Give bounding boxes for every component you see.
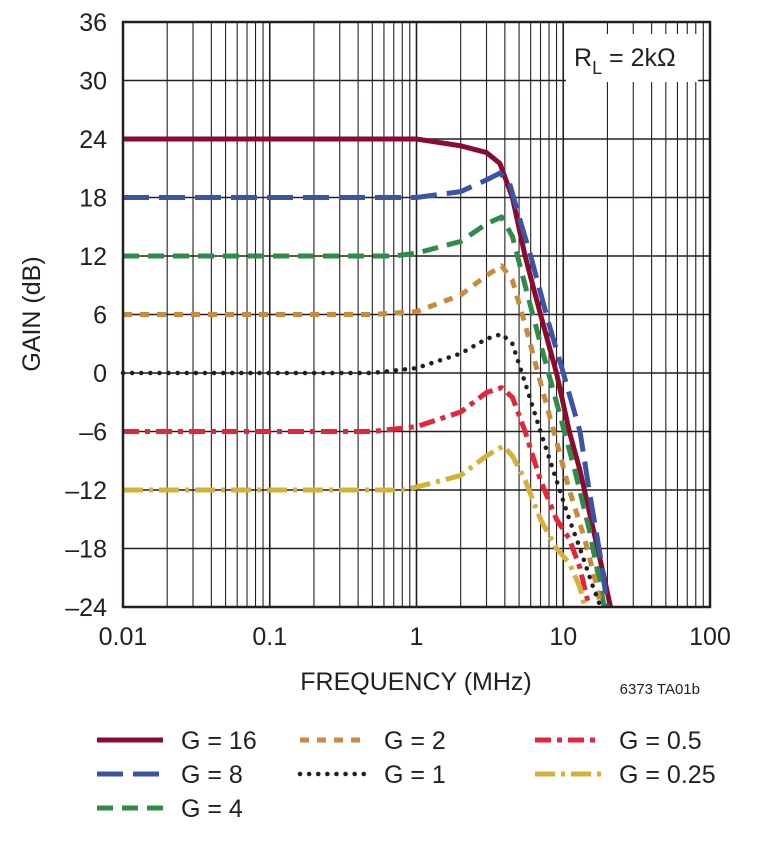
y-axis-label: GAIN (dB) [18,256,46,371]
curves [120,136,613,610]
series-line-8 [123,170,610,608]
annotation-main: R [574,44,592,72]
x-tick-label: 0.01 [99,623,148,651]
series-line-1 [120,331,603,610]
series-line-4 [123,214,607,608]
x-tick-label: 100 [689,623,731,651]
plot-frame [121,20,712,609]
y-tick-label: 30 [79,68,107,96]
y-tick-label: 36 [79,9,107,37]
x-tick-label: 1 [410,623,424,651]
legend-label: G = 0.5 [619,727,702,755]
legend-label: G = 0.25 [619,761,716,789]
y-tick-label: 18 [79,185,107,213]
y-tick-label: 6 [93,302,107,330]
legend-label: G = 4 [181,795,243,823]
y-tick-label: 12 [79,243,107,271]
y-tick-label: –6 [79,419,107,447]
legend-label: G = 8 [181,761,243,789]
legend-label: G = 1 [384,761,446,789]
series-line-0-5 [123,385,592,608]
x-axis-label: FREQUENCY (MHz) [300,668,531,696]
y-tick-label: –24 [65,594,107,622]
y-tick-label: 24 [79,126,107,154]
x-tick-label: 0.1 [252,623,287,651]
footnote: 6373 TA01b [620,681,700,698]
y-tick-label: –18 [65,536,107,564]
svg-text:RL = 2kΩ: RL = 2kΩ [574,44,676,78]
x-tick-labels: 0.01 0.1 1 10 100 [99,623,731,651]
y-tick-label: –12 [65,477,107,505]
annotation-sub: L [592,58,602,78]
annotation-rest: = 2kΩ [602,44,676,72]
series-line-16 [123,136,613,608]
legend-label: G = 16 [181,727,257,755]
x-tick-label: 10 [549,623,577,651]
annotation-box: RL = 2kΩ [566,34,698,82]
y-tick-labels: 36 30 24 18 12 6 0 –6 –12 –18 –24 [65,9,107,622]
y-tick-label: 0 [93,360,107,388]
series-line-2 [123,263,604,608]
legend-label: G = 2 [384,727,446,755]
legend: G = 16 G = 8 G = 4 G = 2 G = 1 G = 0.5 G = 0.2… [97,727,716,823]
series-line-0-25 [123,443,588,608]
